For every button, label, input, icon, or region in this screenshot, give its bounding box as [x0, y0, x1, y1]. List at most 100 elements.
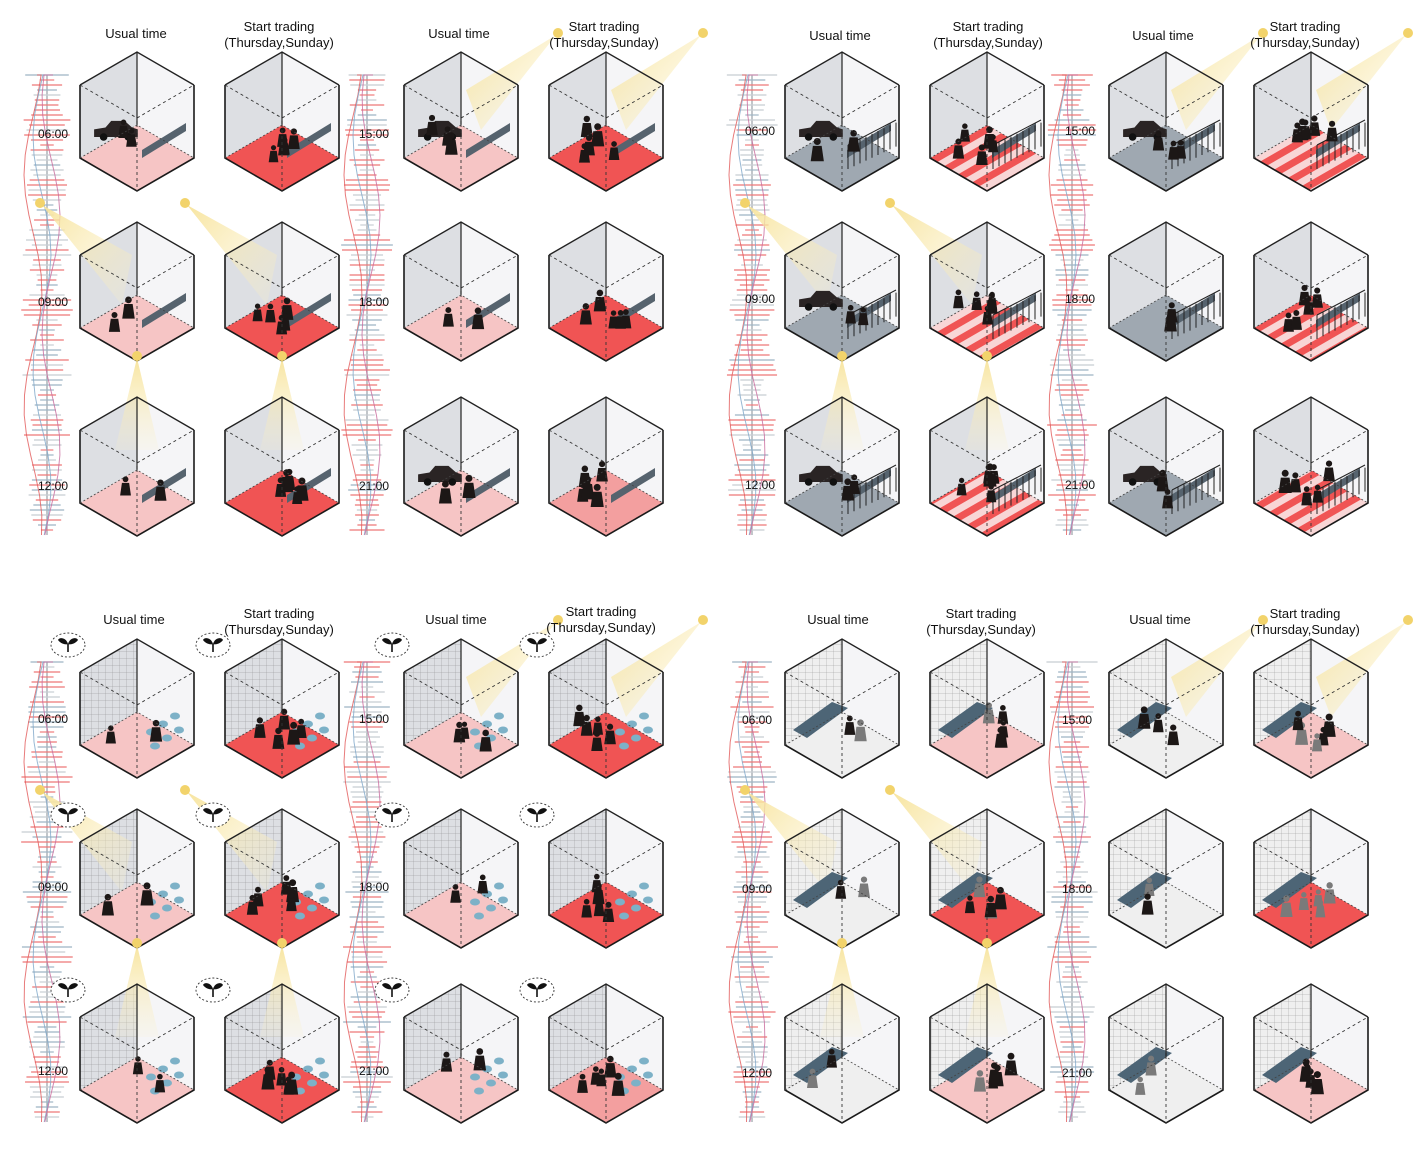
svg-text:Usual time: Usual time — [105, 26, 166, 41]
scene-cube — [79, 51, 195, 192]
left-back-wall — [930, 52, 987, 158]
plant-leaf — [203, 638, 213, 645]
lamp-icon — [180, 198, 190, 208]
person-silhouette — [1164, 316, 1177, 332]
person-head — [1144, 893, 1151, 900]
cube-dashed-edge — [79, 469, 195, 504]
person-head — [579, 1073, 586, 1080]
person-silhouette — [591, 131, 605, 147]
person-silhouette — [462, 482, 476, 499]
person-head — [1168, 302, 1175, 309]
timeline-wave — [728, 661, 748, 1123]
person-head — [614, 1072, 622, 1080]
lamp-icon — [885, 785, 895, 795]
grid-wall-pattern — [225, 639, 282, 745]
person-head — [283, 875, 290, 881]
person-silhouette — [1322, 721, 1336, 737]
person-head — [1302, 119, 1309, 126]
time-label: 15:00 — [359, 127, 389, 141]
plant-leaf — [382, 808, 392, 815]
scene-cube — [224, 351, 340, 537]
car-wheel — [448, 478, 457, 486]
person-silhouette — [101, 901, 114, 916]
planter-pod — [643, 1071, 653, 1079]
person-head — [143, 882, 151, 890]
header-trading-left-2: (Thursday,Sunday) — [926, 622, 1036, 637]
time-label: 09:00 — [38, 880, 68, 894]
cube-dashed-edge — [1253, 254, 1369, 289]
person-silhouette — [1298, 291, 1311, 306]
person-silhouette — [1137, 713, 1151, 729]
plant-leaf — [213, 808, 223, 815]
right-back-wall — [842, 809, 899, 915]
right-back-wall — [1166, 809, 1223, 915]
person-head — [850, 130, 857, 137]
plant-leaf — [537, 808, 547, 815]
person-silhouette — [994, 894, 1007, 910]
plant-leaf — [382, 638, 392, 645]
person-silhouette — [983, 471, 997, 487]
person-silhouette — [122, 304, 135, 319]
person-silhouette — [1152, 137, 1165, 151]
cube-dashed-edge — [79, 671, 195, 706]
person-head — [1314, 287, 1321, 294]
person-silhouette — [287, 729, 301, 745]
person-silhouette — [453, 728, 466, 743]
person-head — [428, 114, 436, 122]
scene-cube — [784, 351, 900, 537]
header-usual-right: Usual time — [425, 612, 486, 627]
cube-dashed-edge — [929, 1056, 1045, 1091]
person-head — [157, 479, 164, 486]
left-back-wall — [1109, 222, 1166, 328]
lamp-icon — [837, 351, 847, 361]
lamp-icon — [740, 785, 750, 795]
person-silhouette — [1303, 302, 1314, 315]
planter-pod — [295, 912, 305, 920]
person-head — [1146, 877, 1153, 884]
person-silhouette — [1143, 883, 1155, 897]
person-head — [593, 483, 601, 491]
cube-dashed-edge — [1253, 84, 1369, 119]
person-silhouette — [959, 129, 970, 142]
person-head — [266, 1059, 273, 1066]
grid-wall-pattern — [549, 809, 606, 915]
person-head — [152, 719, 160, 727]
person-silhouette — [265, 309, 276, 323]
person-head — [1302, 1058, 1310, 1066]
cube-dashed-edge — [1108, 469, 1224, 504]
plant-leaf — [382, 983, 392, 990]
person-head — [1140, 706, 1148, 714]
plant-leaf — [58, 808, 68, 815]
scene-cube — [50, 632, 195, 779]
person-head — [275, 727, 282, 735]
light-beam — [892, 205, 982, 305]
header-trading-left-2: (Thursday,Sunday) — [933, 35, 1043, 50]
planter-pod — [627, 720, 637, 728]
planter-pod — [303, 1065, 313, 1073]
person-head — [1164, 489, 1171, 495]
person-silhouette — [1326, 127, 1338, 142]
person-silhouette — [982, 709, 995, 724]
person-head — [298, 718, 305, 725]
planter-pod — [494, 1057, 504, 1065]
person-head — [997, 886, 1004, 894]
cube-dashed-edge — [403, 841, 519, 876]
left-back-wall — [404, 222, 461, 328]
cube-dashed-edge — [1253, 841, 1369, 876]
time-label: 21:00 — [1062, 1066, 1092, 1080]
person-silhouette — [807, 1075, 818, 1089]
car-silhouette — [799, 465, 843, 482]
person-head — [828, 1048, 835, 1055]
cube-dashed-edge — [224, 254, 340, 289]
person-silhouette — [1301, 492, 1313, 506]
time-label: 18:00 — [359, 880, 389, 894]
car-wheel — [1128, 478, 1137, 486]
person-head — [1155, 130, 1162, 137]
person-head — [598, 1068, 605, 1074]
right-back-wall — [461, 809, 518, 915]
time-label: 06:00 — [38, 712, 68, 726]
planter-pod — [639, 712, 649, 720]
long-bench — [938, 702, 993, 738]
person-silhouette — [154, 1080, 166, 1093]
scene-cube — [180, 785, 340, 949]
